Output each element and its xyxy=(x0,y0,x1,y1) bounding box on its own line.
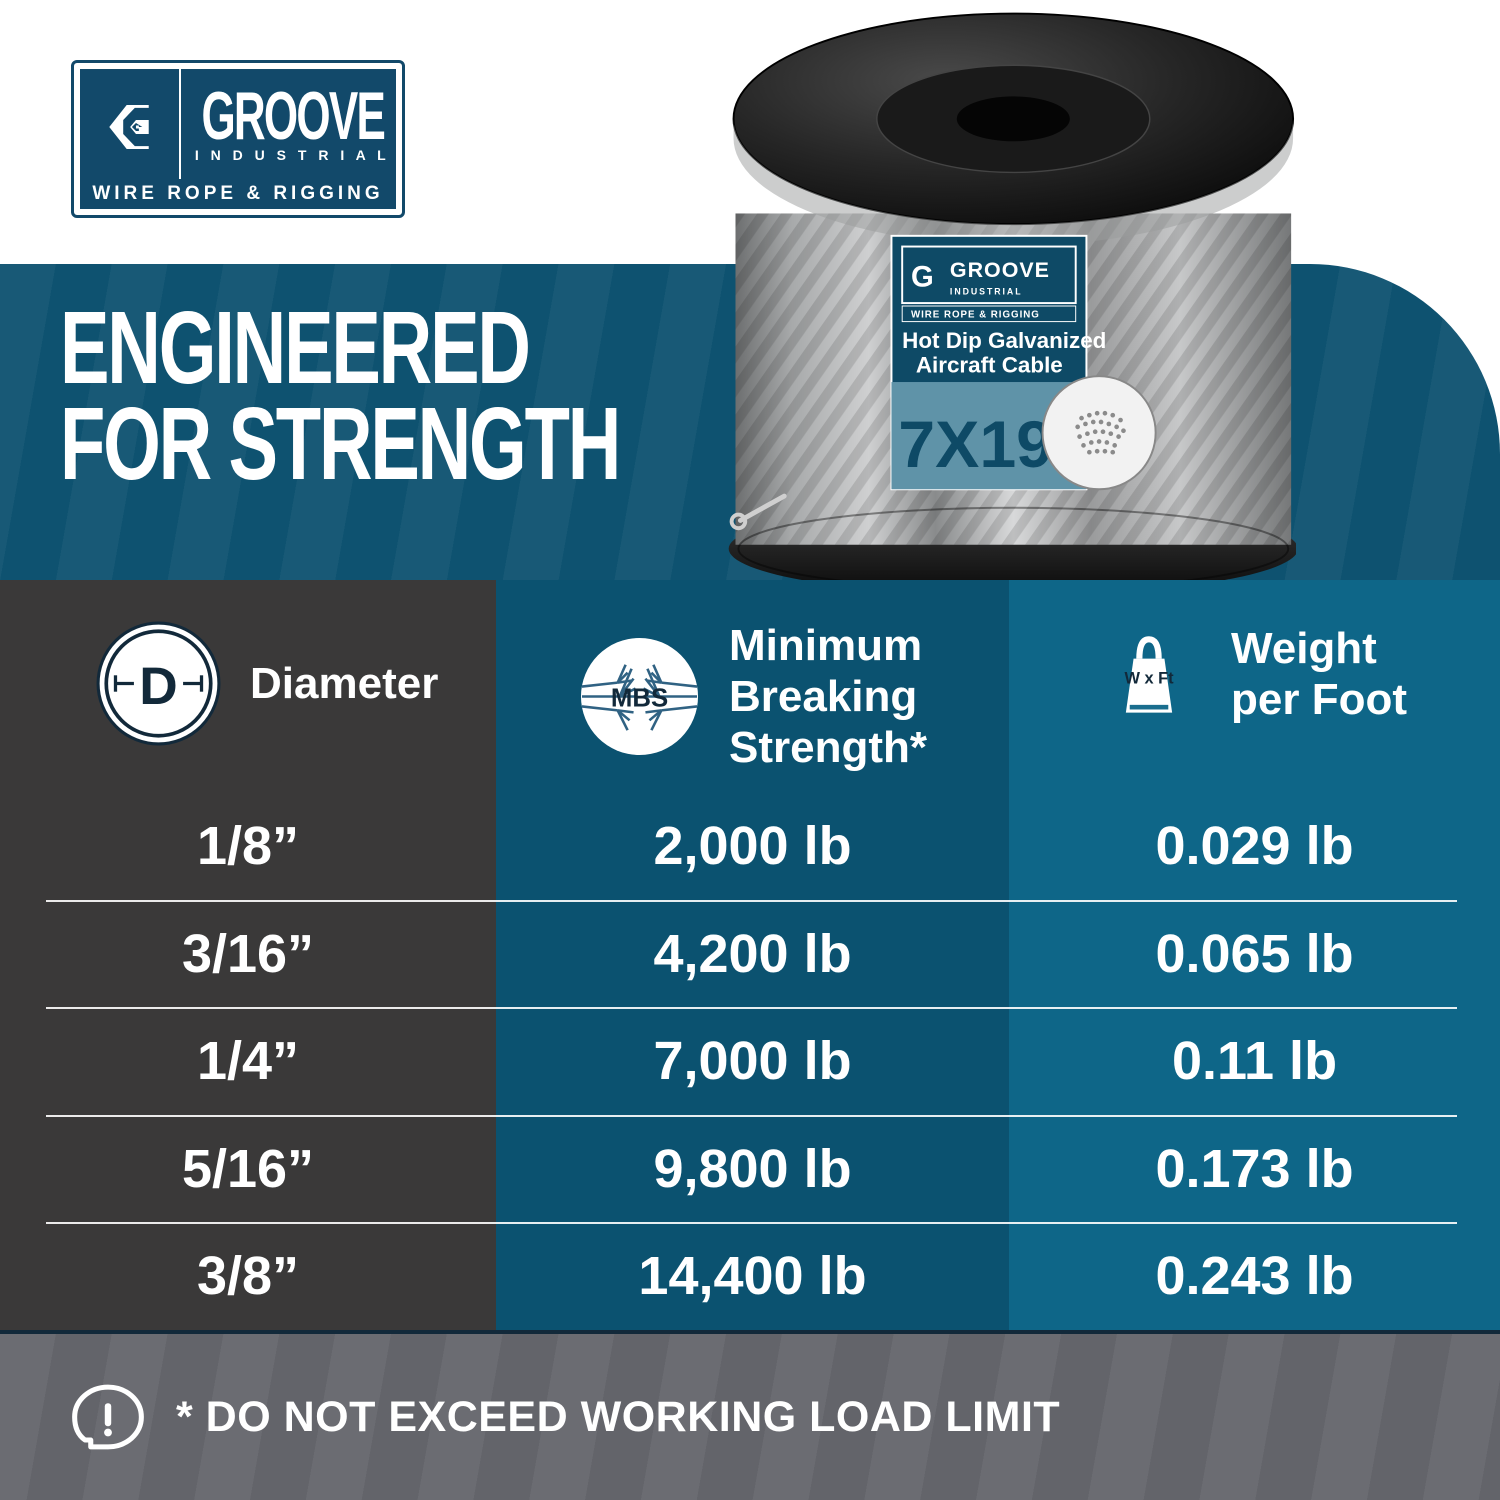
svg-text:GROOVE: GROOVE xyxy=(950,258,1050,282)
svg-text:WIRE ROPE & RIGGING: WIRE ROPE & RIGGING xyxy=(911,310,1040,321)
svg-text:MBS: MBS xyxy=(611,684,668,712)
svg-text:7X19: 7X19 xyxy=(898,408,1053,482)
svg-text:D: D xyxy=(139,657,177,716)
svg-text:Aircraft Cable: Aircraft Cable xyxy=(916,352,1063,377)
svg-text:Hot Dip Galvanized: Hot Dip Galvanized xyxy=(902,328,1106,353)
svg-text:INDUSTRIAL: INDUSTRIAL xyxy=(950,286,1023,296)
svg-text:G: G xyxy=(911,262,934,294)
svg-text:W x Ft: W x Ft xyxy=(1124,670,1174,688)
